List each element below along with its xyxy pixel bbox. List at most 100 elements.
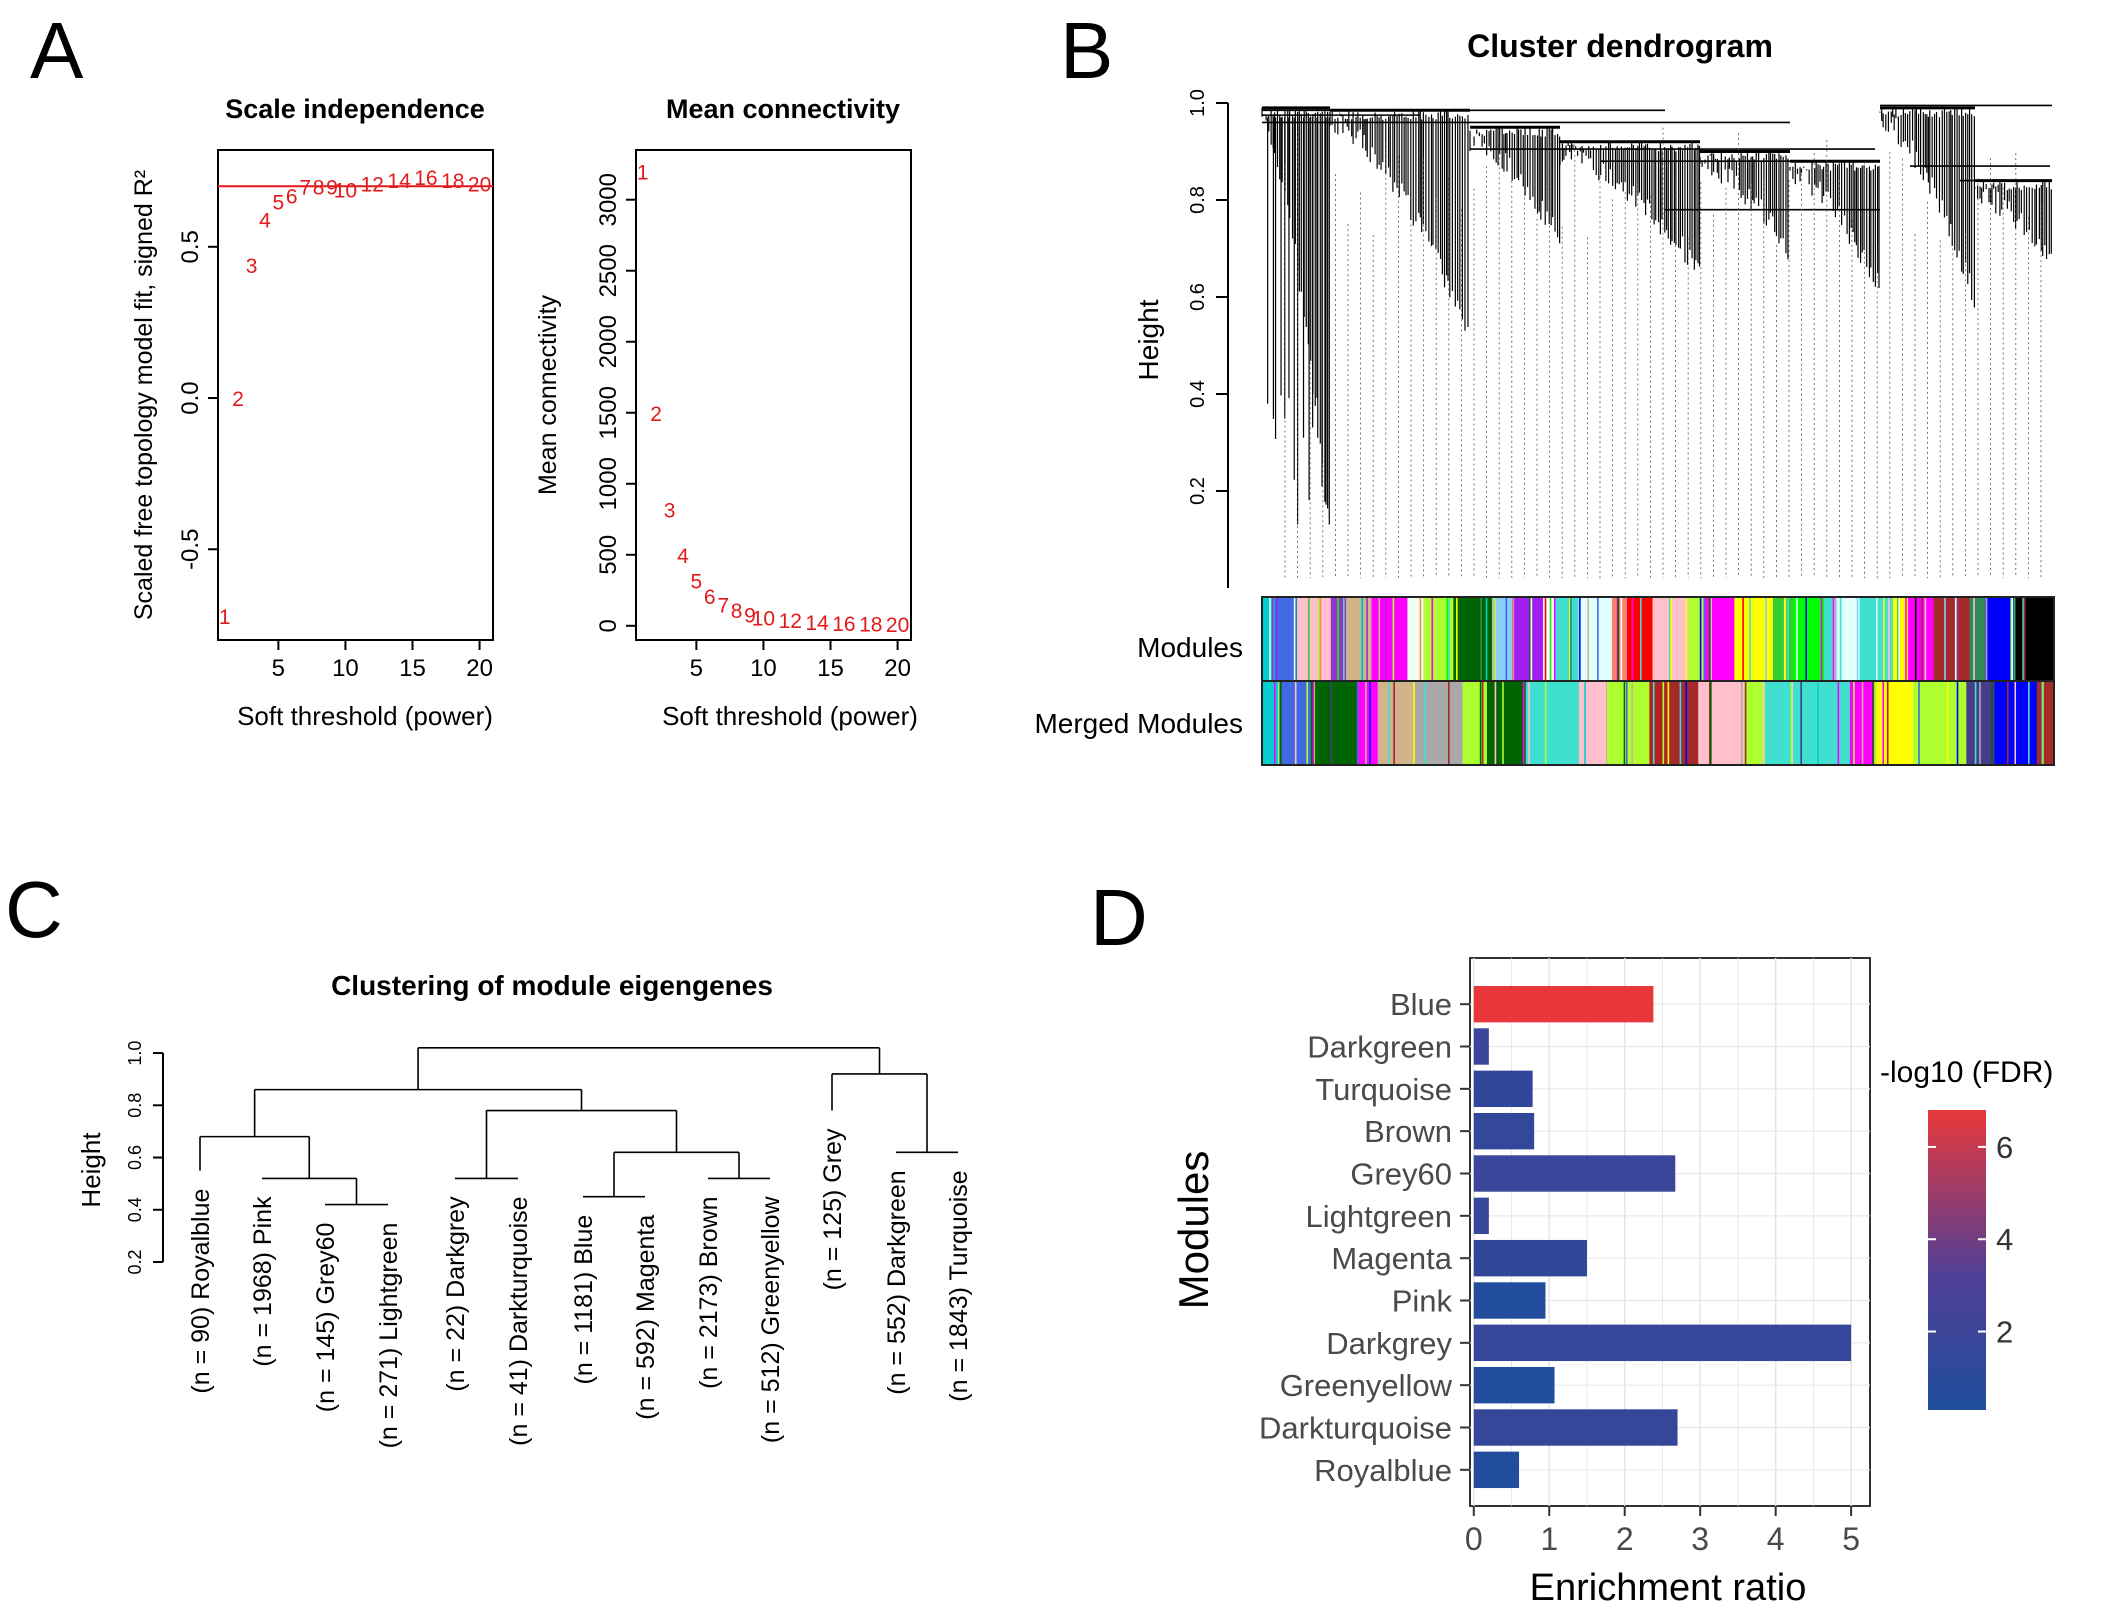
modules-bar-stripe [1985, 597, 1988, 681]
merged-modules-bar-stripe [1837, 681, 1840, 765]
modules-bar-stripe [1569, 597, 1571, 681]
panel-d-letter: D [1090, 873, 1148, 962]
merged-modules-bar-stripe [2028, 681, 2030, 765]
merged-modules-bar-stripe [1413, 681, 1415, 765]
merged-modules-bar-stripe [1991, 681, 1993, 765]
modules-bar-stripe [1631, 597, 1634, 681]
modules-bar-segment [1371, 597, 1408, 681]
mean-connectivity-axes: 5 10 15 20 0 500 1000 1500 2000 2500 3000 [595, 173, 911, 682]
enrichment-category-label: Magenta [1331, 1241, 1452, 1276]
merged-modules-bar-stripe [1268, 681, 1270, 765]
modules-bar-segment [1892, 597, 1909, 681]
modules-bar-stripe [1839, 597, 1842, 681]
merged-modules-bar-stripe [1817, 681, 1819, 765]
eigengene-clustering-title: Clustering of module eigengenes [331, 970, 773, 1001]
eigengene-y-axis: 0.2 0.4 0.6 0.8 1.0 [125, 1041, 164, 1275]
merged-modules-bar-stripe [2006, 681, 2009, 765]
merged-modules-bar-stripe [1365, 681, 1367, 765]
eigengene-leaf-label: (n = 41) Darkturquoise [505, 1196, 533, 1445]
merged-modules-bar-segment [1606, 681, 1650, 765]
merged-modules-bar-stripe [1791, 681, 1794, 765]
mean-connectivity-point-label: 6 [704, 586, 716, 609]
eigengene-leaf-label: (n = 2173) Brown [695, 1196, 723, 1388]
merged-modules-bar-stripe [1979, 681, 1981, 765]
mean-connectivity-y-tick-label: 500 [595, 535, 622, 575]
enrichment-bar [1473, 1324, 1852, 1362]
modules-bar-stripe [1579, 597, 1581, 681]
merged-modules-bar-stripe [1486, 681, 1488, 765]
modules-bar-stripe [1914, 597, 1917, 681]
merged-modules-bar-stripe [1685, 681, 1688, 765]
enrichment-bar [1473, 1451, 1520, 1489]
modules-bar-stripe [1670, 597, 1672, 681]
modules-bar-stripe [1448, 597, 1450, 681]
mean-connectivity-point-label: 16 [832, 613, 855, 636]
eigengene-y-tick-label: 0.6 [125, 1145, 145, 1170]
modules-bar-stripe [1392, 597, 1395, 681]
mean-connectivity-point-label: 20 [886, 614, 909, 637]
modules-bar-stripe [1271, 597, 1274, 681]
mean-connectivity-point-label: 2 [650, 403, 662, 426]
modules-bar-segment [1969, 597, 1988, 681]
scale-independence-y-tick-label: 0.5 [177, 230, 204, 263]
merged-modules-bar-stripe [1861, 681, 1864, 765]
eigengene-leaf-label: (n = 1843) Turquoise [945, 1170, 973, 1401]
modules-bar-stripe [1699, 597, 1702, 681]
enrichment-category-label: Greenyellow [1280, 1368, 1453, 1403]
merged-modules-bar-stripe [1625, 681, 1628, 765]
modules-bar-segment [1407, 597, 1426, 681]
merged-modules-bar-stripe [1886, 681, 1889, 765]
merged-modules-bar-stripe [1853, 681, 1855, 765]
enrichment-bar [1473, 1112, 1535, 1150]
merged-modules-bar-stripe [1788, 681, 1791, 765]
modules-bar-stripe [1529, 597, 1532, 681]
merged-modules-bar-segment [1310, 681, 1358, 765]
modules-bar-stripe [1269, 597, 1271, 681]
enrichment-bar [1473, 1366, 1555, 1404]
merged-modules-bar-stripe [1479, 681, 1482, 765]
merged-modules-bar-stripe [1277, 681, 1280, 765]
mean-connectivity-point-label: 7 [717, 594, 729, 617]
scale-independence-point-label: 5 [273, 191, 285, 214]
mean-connectivity-y-tick-label: 1000 [595, 457, 622, 510]
dendrogram-y-axis: 0.2 0.4 0.6 0.8 1.0 [1187, 89, 1229, 588]
mean-connectivity-point-label: 10 [752, 607, 775, 630]
enrichment-x-tick-label: 0 [1465, 1521, 1483, 1557]
modules-bar-stripe [1955, 597, 1958, 681]
panel-c: C Clustering of module eigengenes Height… [5, 865, 973, 1448]
modules-bar-stripe [1805, 597, 1807, 681]
merged-modules-bar-stripe [1481, 681, 1484, 765]
merged-modules-bar-stripe [1662, 681, 1665, 765]
merged-modules-bar-segment [1765, 681, 1801, 765]
modules-bar-segment [1512, 597, 1544, 681]
merged-modules-bar-stripe [1502, 681, 1504, 765]
modules-bar-stripe [1431, 597, 1434, 681]
modules-bar-stripe [1921, 597, 1923, 681]
mean-connectivity-x-tick-label: 5 [690, 655, 703, 682]
dendrogram-y-tick-label: 0.6 [1187, 283, 1209, 311]
merged-modules-bar-stripe [1494, 681, 1497, 765]
modules-bar-stripe [1317, 597, 1320, 681]
merged-modules-row-label: Merged Modules [1034, 708, 1243, 739]
modules-bar-stripe [1742, 597, 1744, 681]
merged-modules-bar-stripe [2043, 681, 2046, 765]
scale-independence-point-label: 14 [387, 170, 411, 193]
enrichment-bar [1473, 985, 1654, 1023]
modules-bar-segment [1297, 597, 1332, 681]
enrichment-bars [1473, 985, 1852, 1489]
scale-independence-point-label: 8 [313, 176, 325, 199]
eigengene-leaf-label: (n = 145) Grey60 [312, 1223, 340, 1413]
modules-bar-stripe [1924, 597, 1927, 681]
panel-c-letter: C [5, 865, 63, 954]
merged-modules-bar-stripe [1623, 681, 1626, 765]
scale-independence-point-label: 4 [259, 210, 271, 233]
eigengene-dendrogram [199, 1047, 958, 1206]
merged-modules-bar-stripe [1946, 681, 1949, 765]
modules-bar-segment [1688, 597, 1707, 681]
modules-bar-segment [1262, 597, 1276, 681]
modules-bar-stripe [1485, 597, 1488, 681]
enrichment-x-tick-label: 5 [1842, 1521, 1860, 1557]
merged-modules-bar-stripe [1544, 681, 1547, 765]
fdr-color-legend: -log10 (FDR) 2 4 6 [1880, 1056, 2053, 1410]
dendrogram-y-tick-label: 0.2 [1187, 477, 1209, 505]
